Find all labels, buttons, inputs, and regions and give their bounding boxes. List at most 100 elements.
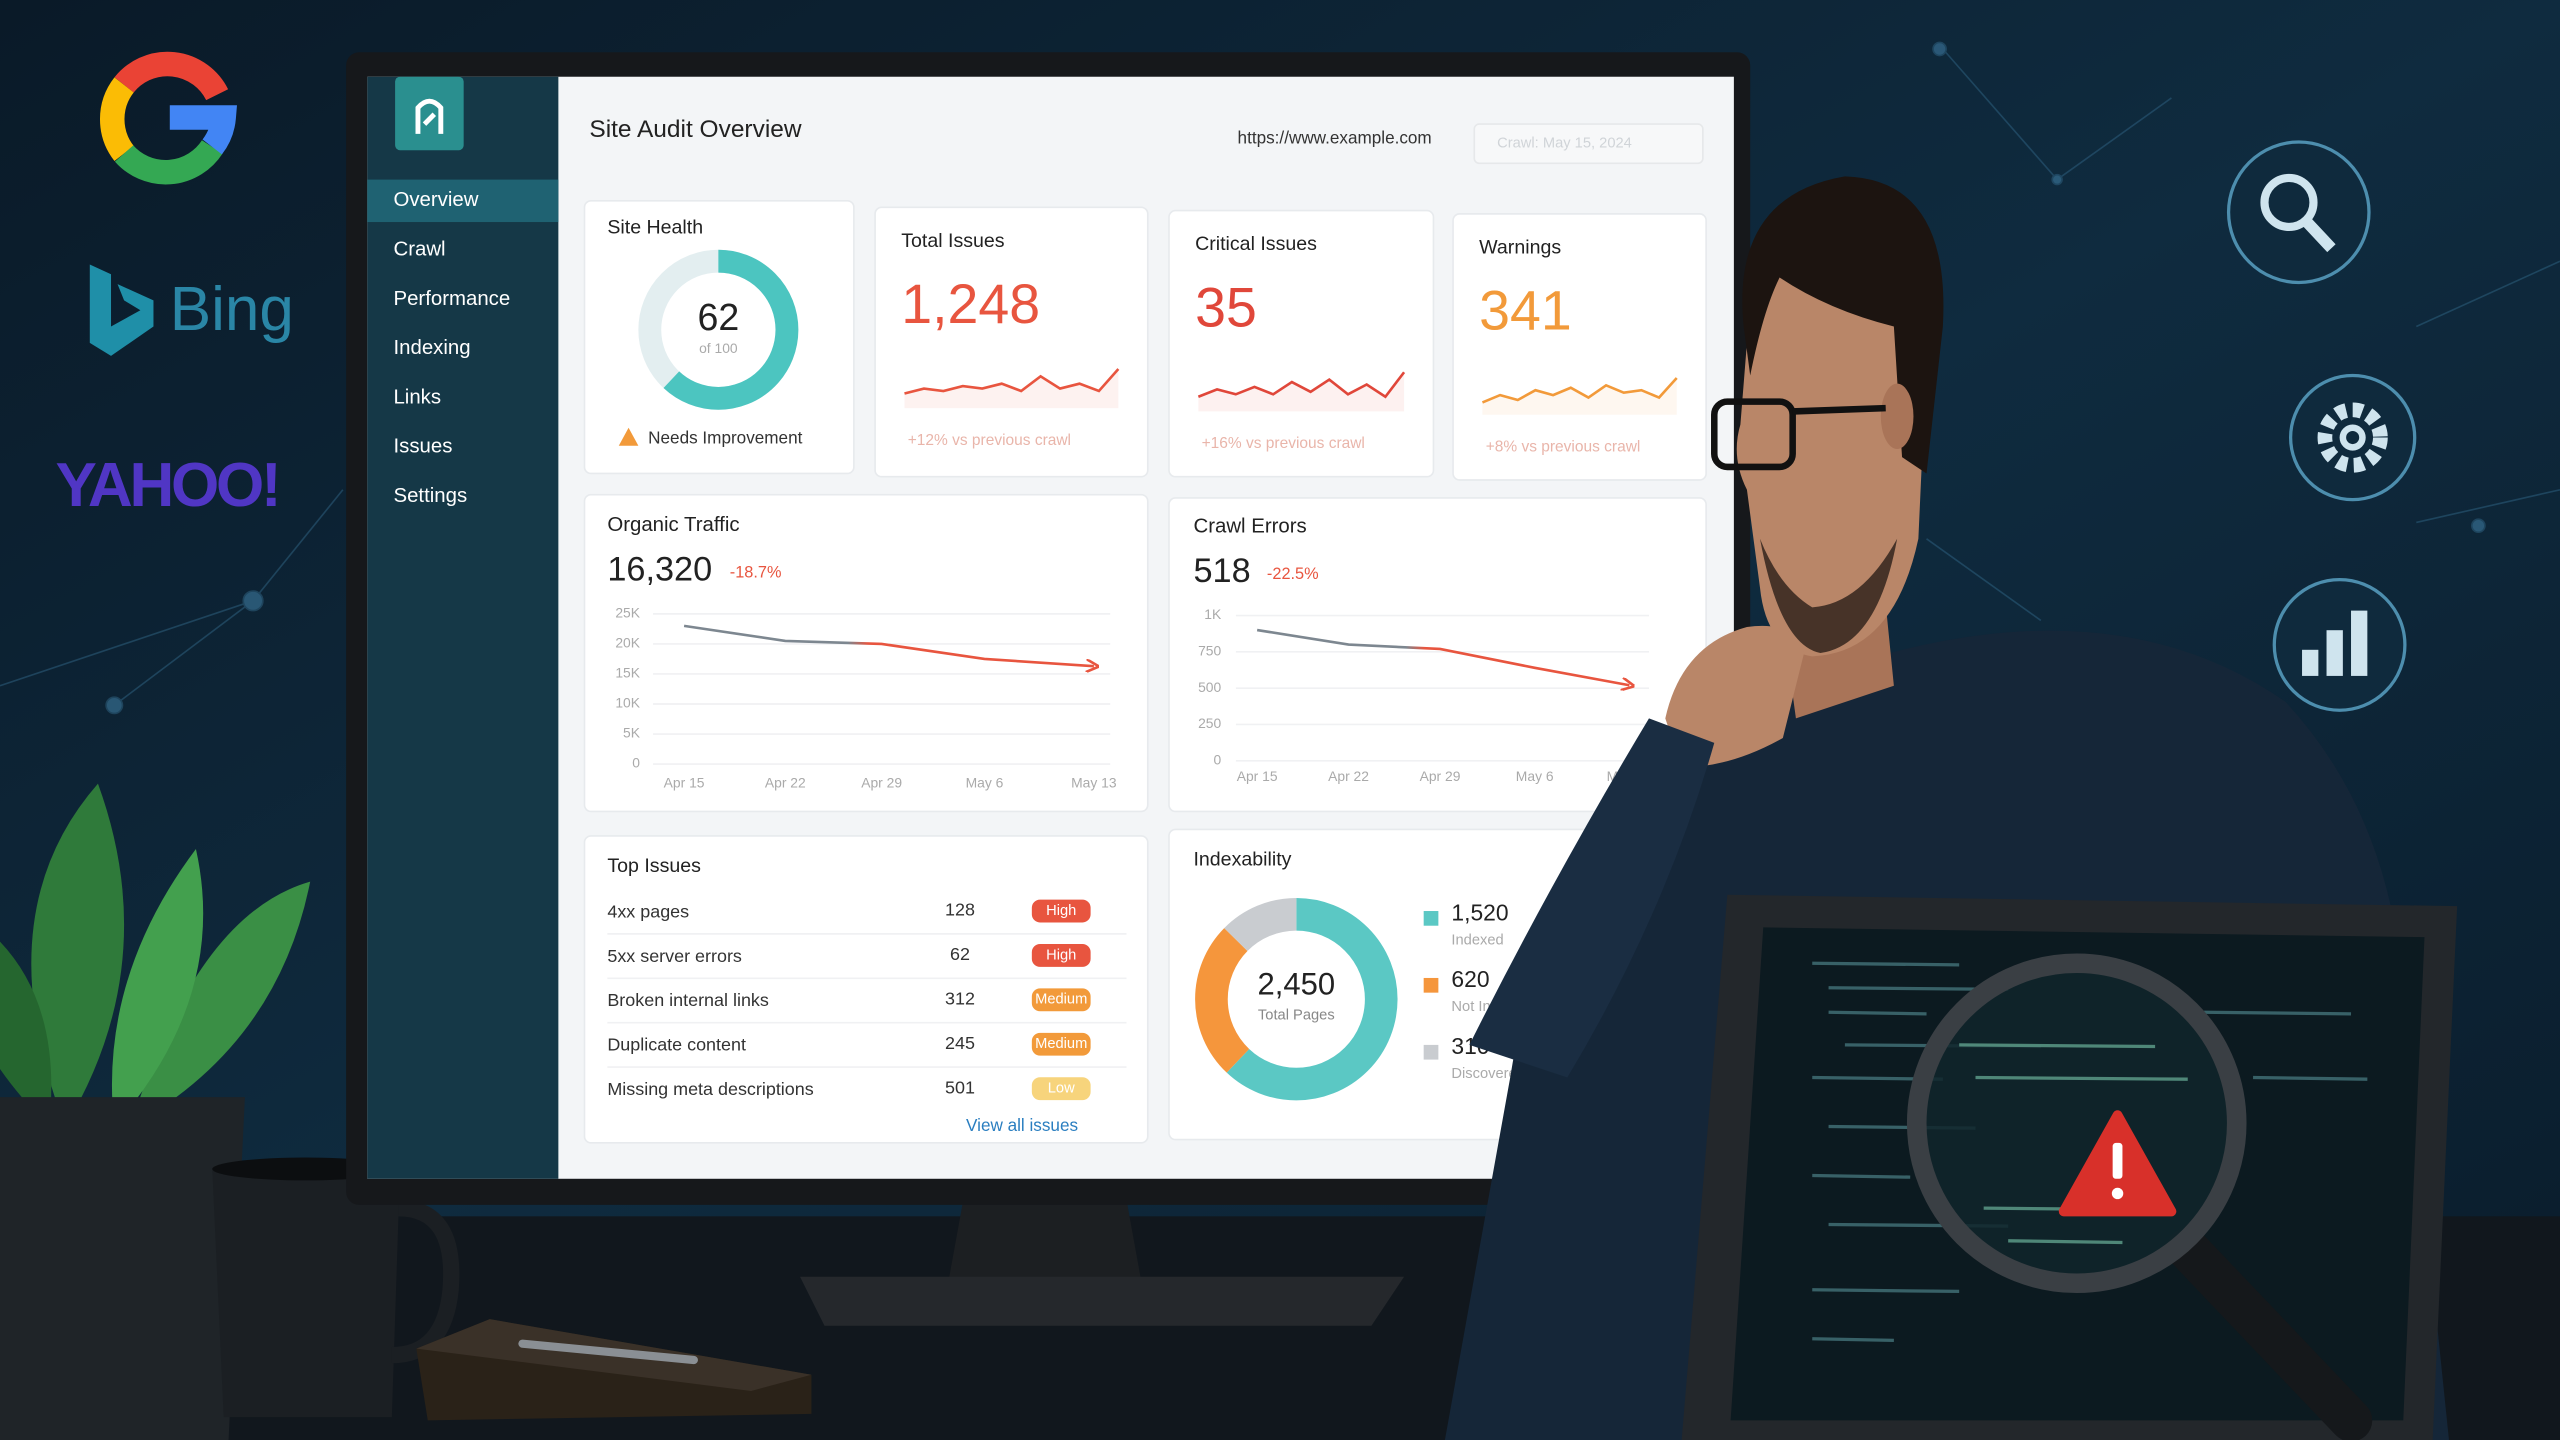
feature-icons [2226,140,2417,712]
line-series [1256,628,1629,685]
legend-name: Discovered [1451,1066,1524,1082]
desk-items-part-part [130,881,311,1127]
laptop-part-part [1812,1173,1911,1179]
person-part [1665,625,1805,768]
laptop-part-part [2253,1075,2368,1081]
feature-icons-part [2302,610,2368,676]
feature-icons-part [2226,140,2371,285]
cards-part [583,200,855,475]
laptop-part-part [1959,1043,2156,1049]
feature-icons-part [2260,173,2318,232]
feature-icons-part [2317,402,2388,473]
legend-value: 1,520 [1451,899,1508,925]
page-title: Site Audit Overview [589,116,801,143]
site-url: https://www.example.com [1238,127,1432,147]
google-logo-part [114,139,223,185]
background-part-part [2416,488,2560,524]
sidebar-item[interactable]: Settings [393,485,467,507]
person-part [1742,176,1944,474]
x-tick-label: Apr 15 [664,774,705,790]
desk-items-part [518,1339,698,1365]
sidebar-item[interactable]: Crawl [393,239,445,261]
severity-label: Low [1048,1081,1075,1097]
background-part-part [0,600,254,687]
laptop-part-part [1812,1337,1894,1343]
sidebar-item[interactable]: Performance [393,288,510,310]
y-tick-label: 0 [632,755,640,771]
y-tick-label: 250 [1198,715,1221,731]
y-tick-label: 15K [615,665,640,681]
desk-items-part-part [31,783,125,1127]
issue-name: Broken internal links [607,990,769,1010]
severity-label: Medium [1035,1036,1087,1052]
legend-value: 620 [1451,966,1489,992]
chart-change: -22.5% [1267,565,1319,583]
background-part [0,41,2560,715]
issue-name: Duplicate content [607,1035,746,1055]
x-tick-label: Apr 22 [1328,768,1369,784]
y-tick-label: 1K [1204,606,1222,622]
desk-items [0,783,812,1440]
monitor-part [800,1276,1405,1326]
google-logo-part [114,51,229,101]
donut-segment [638,249,799,410]
sidebar-item[interactable]: Indexing [393,337,470,359]
desk-items-part [0,783,311,1127]
y-tick-label: 750 [1198,642,1221,658]
sidebar-item[interactable]: Overview [393,189,478,211]
google-logo-part [100,77,135,162]
sparkline-area [1482,377,1677,415]
kpi-title: Total Issues [901,230,1005,252]
crawl-date: Crawl: May 15, 2024 [1497,136,1632,152]
feature-icons-part-part [2326,630,2343,676]
laptop-part [2111,1187,2124,1200]
cards-part [1452,213,1707,481]
laptop-part-part [1975,1075,2188,1081]
severity-label: High [1046,903,1076,919]
legend-swatch [1423,1044,1439,1060]
laptop-part-part [1812,1288,1960,1294]
chart-value: 16,320 [607,550,712,588]
x-tick-label: May 6 [966,774,1004,790]
cards [583,200,1709,1144]
person-part [1736,220,1927,657]
desk-items-part [212,1168,400,1418]
crawl-date-box[interactable] [1473,123,1704,165]
bing-logo [89,264,154,356]
kpi-value: 35 [1195,276,1257,338]
background-part-part [1926,538,2042,622]
laptop-part [2166,1227,2373,1440]
x-tick-label: May 6 [1516,768,1554,784]
kpi-change: +12% vs previous crawl [908,432,1071,449]
sparkline [1481,377,1678,404]
y-tick-label: 500 [1198,679,1221,695]
laptop-part-part [1812,961,1960,967]
google-logo-part [169,105,237,155]
google-logo [100,51,237,185]
cards-part [583,835,1149,1144]
background-part-part [113,600,254,706]
y-tick-label: 10K [615,695,640,711]
severity-badge [1031,899,1091,923]
y-tick-label: 0 [1214,751,1222,767]
view-all-link[interactable]: View all issues [966,1115,1078,1135]
y-tick-label: 25K [615,605,640,621]
background-part-part [2056,97,2172,181]
sidebar-item[interactable]: Links [393,386,441,408]
kpi-title: Critical Issues [1195,233,1317,255]
indexability-title: Indexability [1193,849,1291,871]
laptop-part [2112,1142,2123,1179]
background-part-part [252,489,344,602]
x-tick-label: Apr 29 [1420,768,1461,784]
background-part-part [1932,41,1947,57]
issue-name: 4xx pages [607,901,689,921]
x-tick-label: May 13 [1071,774,1117,790]
x-tick-label: Apr 29 [861,774,902,790]
kpi-change: +16% vs previous crawl [1202,435,1365,452]
desk-items-part-part [0,941,52,1127]
feature-icons-part-part [2351,610,2368,676]
sidebar-item[interactable]: Issues [393,436,452,458]
yahoo-text: YAHOO! [56,451,279,520]
